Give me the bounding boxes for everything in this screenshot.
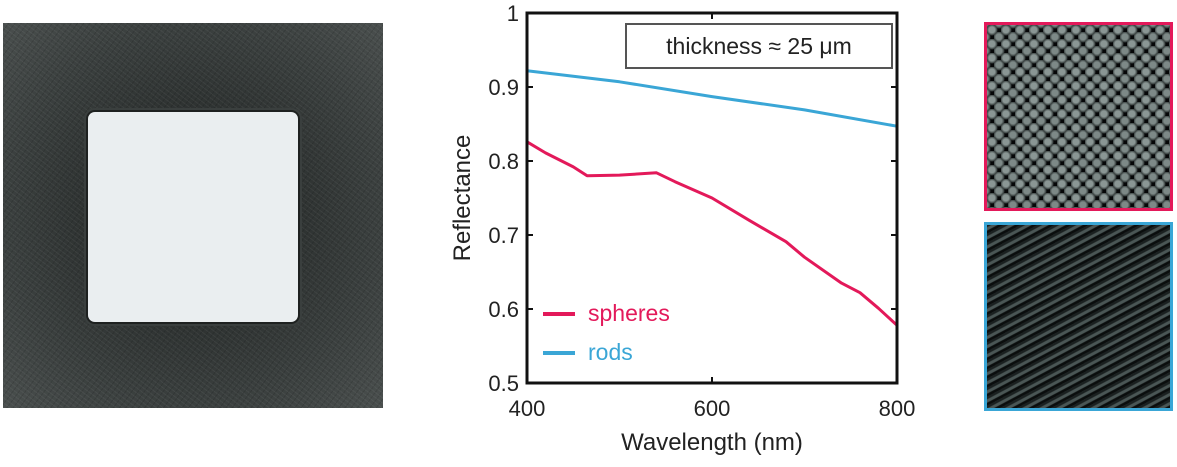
- rods-micrograph: [984, 222, 1173, 411]
- series-line-rods: [526, 69, 898, 128]
- y-tick-label: 0.5: [488, 371, 519, 396]
- legend-label-spheres: spheres: [588, 300, 670, 326]
- x-tick-label: 600: [694, 396, 731, 421]
- annotation-text: thickness ≈ 25 μm: [666, 33, 852, 59]
- y-tick-label: 0.6: [488, 297, 519, 322]
- y-tick-label: 0.8: [488, 149, 519, 174]
- annotation-box: thickness ≈ 25 μm: [625, 23, 893, 69]
- tick-labels: 400 600 800 0.5 0.6 0.7 0.8 0.9 1: [488, 1, 915, 421]
- x-tick-label: 400: [509, 396, 546, 421]
- spheres-micrograph: [984, 22, 1173, 211]
- axis-ticks: [526, 12, 898, 384]
- annotation-frame: [625, 23, 893, 69]
- legend: spheres rods: [543, 300, 670, 365]
- y-tick-label: 0.7: [488, 223, 519, 248]
- series-line-spheres: [526, 140, 899, 327]
- y-axis-title: Reflectance: [449, 135, 476, 262]
- y-tick-label: 1: [507, 1, 519, 26]
- x-axis-title: Wavelength (nm): [621, 429, 803, 456]
- x-tick-label: 800: [879, 396, 916, 421]
- legend-label-rods: rods: [588, 339, 633, 365]
- plot-content: [526, 69, 899, 327]
- y-tick-label: 0.9: [488, 75, 519, 100]
- white-square-sample: [88, 112, 298, 322]
- sample-photo: [3, 23, 383, 408]
